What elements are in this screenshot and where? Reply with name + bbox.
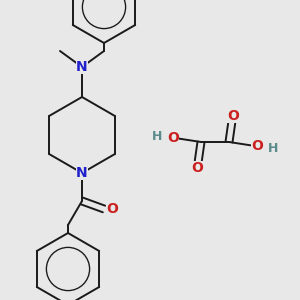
Text: H: H (152, 130, 162, 142)
Text: O: O (106, 202, 118, 216)
Text: O: O (251, 139, 263, 153)
Text: N: N (76, 166, 88, 180)
Text: N: N (76, 60, 88, 74)
Text: O: O (167, 131, 179, 145)
Text: H: H (268, 142, 278, 154)
Text: O: O (191, 161, 203, 175)
Text: O: O (227, 109, 239, 123)
